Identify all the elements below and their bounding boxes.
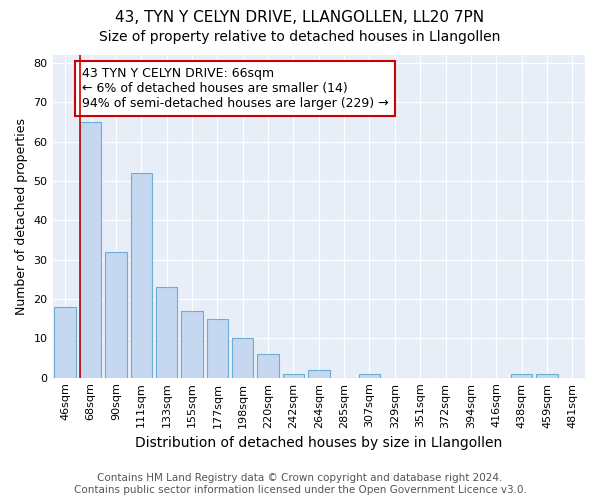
Text: 43, TYN Y CELYN DRIVE, LLANGOLLEN, LL20 7PN: 43, TYN Y CELYN DRIVE, LLANGOLLEN, LL20 …	[115, 10, 485, 25]
Bar	[283, 374, 304, 378]
Bar	[308, 370, 329, 378]
Text: Size of property relative to detached houses in Llangollen: Size of property relative to detached ho…	[100, 30, 500, 44]
Bar	[511, 374, 532, 378]
Bar	[232, 338, 253, 378]
Text: 43 TYN Y CELYN DRIVE: 66sqm
← 6% of detached houses are smaller (14)
94% of semi: 43 TYN Y CELYN DRIVE: 66sqm ← 6% of deta…	[82, 67, 388, 110]
Bar	[131, 173, 152, 378]
Bar	[536, 374, 558, 378]
Y-axis label: Number of detached properties: Number of detached properties	[15, 118, 28, 315]
Bar	[80, 122, 101, 378]
Bar	[257, 354, 279, 378]
Bar	[55, 307, 76, 378]
Bar	[105, 252, 127, 378]
Bar	[156, 287, 178, 378]
Bar	[206, 318, 228, 378]
X-axis label: Distribution of detached houses by size in Llangollen: Distribution of detached houses by size …	[135, 436, 502, 450]
Bar	[181, 311, 203, 378]
Bar	[359, 374, 380, 378]
Text: Contains HM Land Registry data © Crown copyright and database right 2024.
Contai: Contains HM Land Registry data © Crown c…	[74, 474, 526, 495]
